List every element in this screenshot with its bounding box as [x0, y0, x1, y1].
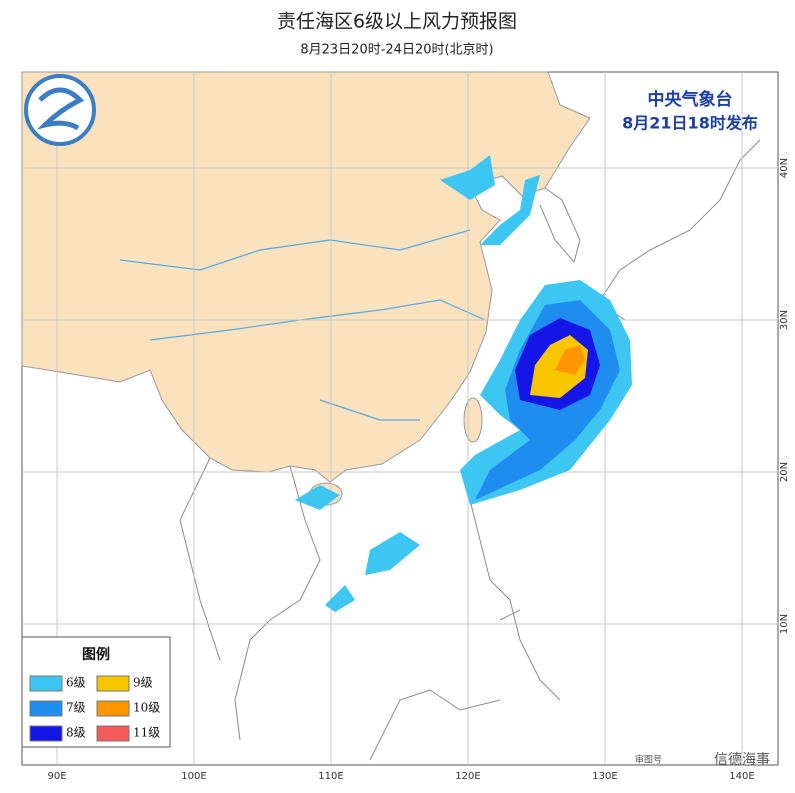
lon-label: 140E [729, 771, 754, 782]
issue-time: 8月21日18时发布 [622, 114, 758, 133]
indochina [179, 457, 321, 741]
legend-label: 6级 [66, 676, 86, 690]
legend-label: 9级 [133, 676, 153, 690]
legend-label: 7级 [66, 701, 86, 715]
lon-label: 110E [318, 771, 343, 782]
wind-areas [295, 155, 632, 612]
lon-label: 130E [592, 771, 617, 782]
legend-label: 8级 [66, 726, 86, 740]
lon-label: 100E [181, 771, 206, 782]
legend-swatch [29, 700, 63, 717]
china-land [21, 71, 591, 483]
legend-swatch [96, 700, 130, 717]
legend: 图例 6级 7级 8级 9级 10级 11级 [21, 636, 171, 748]
title: 责任海区6级以上风力预报图 [277, 11, 517, 33]
lat-label: 20N [779, 462, 790, 482]
philippines [469, 499, 561, 701]
watermark: 信德海事 [714, 752, 770, 768]
legend-swatch [96, 725, 130, 742]
rivers [119, 229, 486, 421]
logo-mark [36, 87, 85, 131]
lat-label: 40N [779, 158, 790, 178]
legend-label: 10级 [133, 701, 160, 715]
wind-area [480, 175, 540, 245]
approval-number: 审图号 [635, 754, 662, 766]
legend-swatch [29, 675, 63, 692]
wind-area [440, 155, 495, 200]
wind-area [555, 345, 585, 375]
taiwan [463, 397, 483, 443]
lat-label: 30N [779, 310, 790, 330]
wind-area [295, 485, 340, 510]
wind-area [325, 585, 355, 612]
issuer-name: 中央气象台 [648, 89, 733, 110]
subtitle: 8月23日20时-24日20时(北京时) [300, 43, 493, 58]
wind-area [365, 532, 420, 575]
korea [539, 187, 581, 264]
legend-title: 图例 [82, 646, 110, 663]
legend-swatch [96, 675, 130, 692]
lon-label: 90E [47, 771, 66, 782]
legend-swatch [29, 725, 63, 742]
borneo [369, 689, 501, 761]
lat-label: 10N [779, 614, 790, 634]
legend-label: 11级 [133, 726, 160, 740]
lon-label: 120E [455, 771, 480, 782]
